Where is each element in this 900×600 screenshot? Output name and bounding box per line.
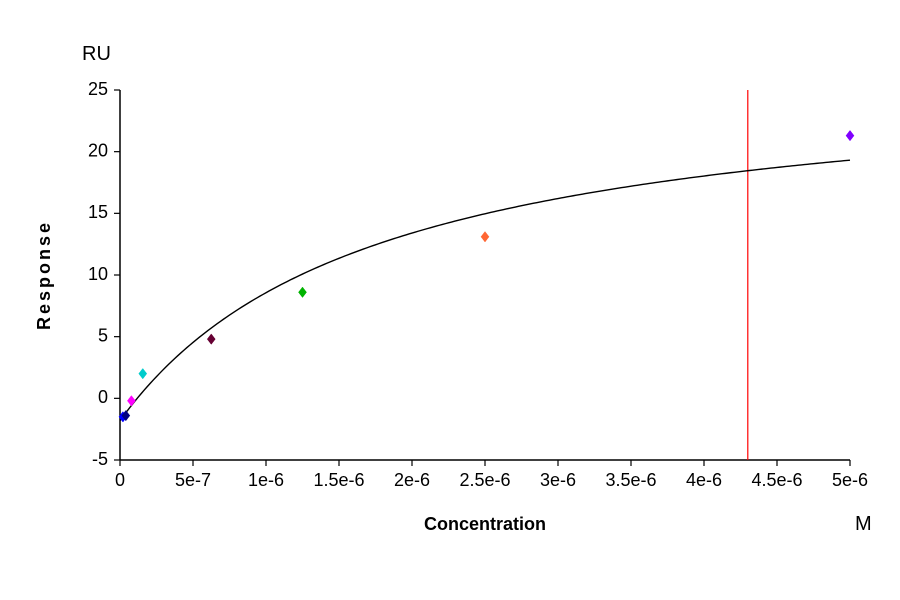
y-tick-label: 20	[88, 140, 108, 160]
y-axis-unit: RU	[82, 43, 111, 65]
y-tick-label: 25	[88, 79, 108, 99]
y-tick-label: 10	[88, 264, 108, 284]
x-tick-label: 3.5e-6	[605, 470, 656, 490]
x-tick-label: 1e-6	[248, 470, 284, 490]
x-tick-label: 5e-7	[175, 470, 211, 490]
y-tick-label: 5	[98, 325, 108, 345]
y-tick-label: 0	[98, 387, 108, 407]
x-tick-label: 3e-6	[540, 470, 576, 490]
y-tick-label: -5	[92, 449, 108, 469]
y-axis-title: Response	[34, 220, 54, 330]
x-tick-label: 0	[115, 470, 125, 490]
x-axis-unit: M	[855, 513, 872, 535]
x-axis-title: Concentration	[424, 514, 546, 534]
binding-curve-chart: -5 0 5 10 15 20 25 0 5e-7 1e-6 1.5e-6 2e-6 2.5e-6 3e-…	[0, 0, 900, 600]
x-tick-label: 5e-6	[832, 470, 868, 490]
x-tick-label: 2e-6	[394, 470, 430, 490]
x-tick-label: 2.5e-6	[459, 470, 510, 490]
x-tick-label: 4e-6	[686, 470, 722, 490]
y-tick-label: 15	[88, 202, 108, 222]
x-tick-label: 4.5e-6	[751, 470, 802, 490]
x-tick-label: 1.5e-6	[313, 470, 364, 490]
